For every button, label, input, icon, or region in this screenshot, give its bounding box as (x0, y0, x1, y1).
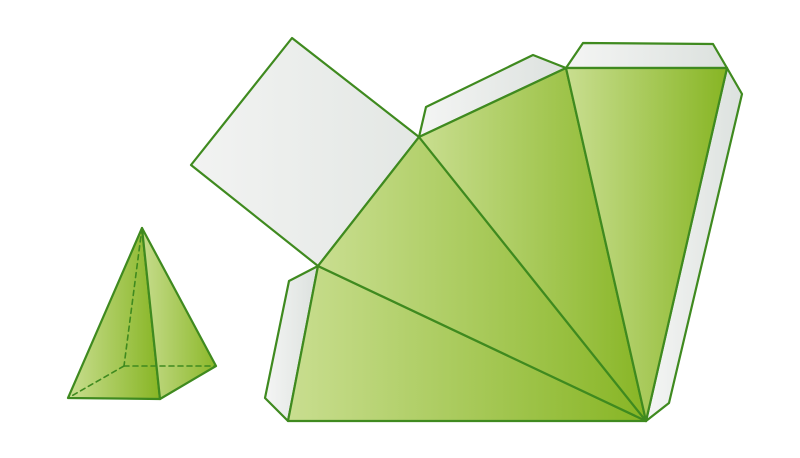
pyramid-right-face (140, 226, 218, 401)
glue-tab-top-right (564, 41, 729, 70)
pyramid-hidden-edges (67, 227, 217, 399)
pyramid-net (189, 36, 744, 423)
net-triangle-face-4 (564, 66, 729, 423)
pyramid-solid (66, 226, 218, 401)
